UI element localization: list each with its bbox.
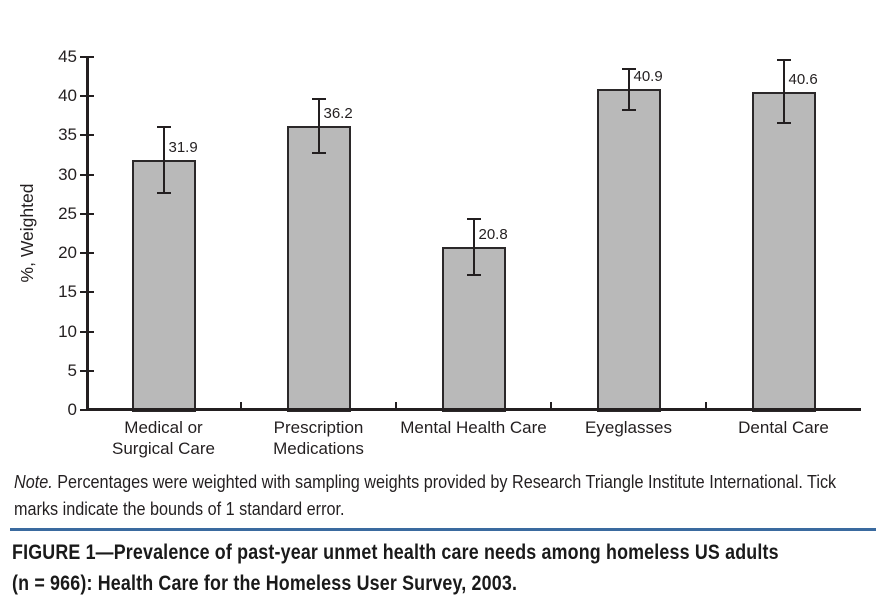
error-bar-cap-top xyxy=(621,67,636,70)
caption-divider-rule xyxy=(10,528,876,531)
y-axis-tick-label: 10 xyxy=(58,321,77,341)
caption-line-1: FIGURE 1—Prevalence of past-year unmet h… xyxy=(12,541,779,564)
x-axis-line xyxy=(86,408,861,411)
bar-value-label: 36.2 xyxy=(323,105,353,123)
x-axis-tick xyxy=(395,402,397,410)
bar xyxy=(131,159,196,412)
error-bar-line xyxy=(472,218,475,276)
error-bar-cap-top xyxy=(156,125,171,128)
note-text: Percentages were weighted with sampling … xyxy=(14,472,837,519)
error-bar-cap-bottom xyxy=(311,152,326,155)
y-axis-line xyxy=(86,57,89,411)
x-axis-category-label: Eyeglasses xyxy=(585,418,672,437)
y-axis-tick-label: 30 xyxy=(58,164,77,184)
error-bar-line xyxy=(782,60,785,123)
x-axis-tick xyxy=(705,402,707,410)
caption-line-2: (n = 966): Health Care for the Homeless … xyxy=(12,572,518,595)
error-bar-cap-top xyxy=(776,59,791,62)
y-axis-tick-label: 45 xyxy=(58,47,77,66)
bar-value-label: 20.8 xyxy=(478,225,508,243)
error-bar-line xyxy=(627,68,630,110)
y-axis-tick-label: 5 xyxy=(67,360,77,380)
error-bar-cap-bottom xyxy=(621,108,636,111)
error-bar-cap-bottom xyxy=(466,274,481,277)
y-axis-tick-label: 0 xyxy=(67,400,77,419)
x-axis-category-label: Dental Care xyxy=(738,418,829,437)
x-axis-tick xyxy=(240,402,242,410)
error-bar-cap-bottom xyxy=(776,121,791,124)
y-axis-tick-label: 20 xyxy=(58,243,77,263)
bar xyxy=(286,126,351,412)
x-axis-category-label: Medical or Surgical Care xyxy=(112,418,215,458)
error-bar-cap-top xyxy=(466,217,481,220)
bar-value-label: 40.9 xyxy=(633,68,663,86)
y-axis-tick-label: 15 xyxy=(58,282,77,302)
bar xyxy=(751,91,816,412)
error-bar-cap-top xyxy=(311,97,326,100)
y-axis-tick-label: 40 xyxy=(58,86,77,106)
error-bar-line xyxy=(317,98,320,154)
y-axis-tick-label: 35 xyxy=(58,125,77,145)
figure-note: Note. Percentages were weighted with sam… xyxy=(14,469,856,523)
y-axis-title: %, Weighted xyxy=(17,183,37,283)
y-axis-tick-label: 25 xyxy=(58,203,77,223)
x-axis-tick xyxy=(550,402,552,410)
error-bar-line xyxy=(162,126,165,193)
error-bar-cap-bottom xyxy=(156,191,171,194)
figure-caption: FIGURE 1—Prevalence of past-year unmet h… xyxy=(12,537,886,599)
bar-value-label: 40.6 xyxy=(788,70,818,88)
x-axis-category-label: Mental Health Care xyxy=(400,418,547,437)
bar xyxy=(596,89,661,412)
bar-value-label: 31.9 xyxy=(168,138,198,156)
note-lead: Note. xyxy=(14,472,53,492)
x-axis-category-label: Prescription Medications xyxy=(273,418,364,458)
bar-chart: %, Weighted 31.9 Medical or Surgical Care… xyxy=(17,47,861,458)
